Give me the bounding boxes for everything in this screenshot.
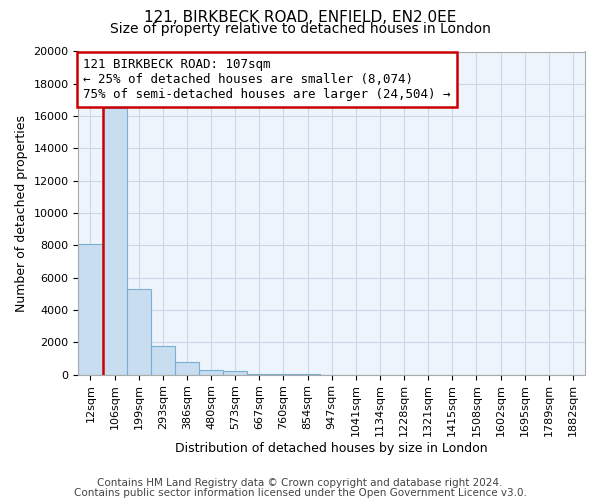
Bar [199, 370, 223, 374]
Text: Size of property relative to detached houses in London: Size of property relative to detached ho… [110, 22, 490, 36]
Bar [103, 108, 127, 374]
Text: Contains public sector information licensed under the Open Government Licence v3: Contains public sector information licen… [74, 488, 526, 498]
Text: 121, BIRKBECK ROAD, ENFIELD, EN2 0EE: 121, BIRKBECK ROAD, ENFIELD, EN2 0EE [144, 10, 456, 25]
Bar [127, 289, 151, 374]
Bar [79, 244, 103, 374]
Text: 121 BIRKBECK ROAD: 107sqm
← 25% of detached houses are smaller (8,074)
75% of se: 121 BIRKBECK ROAD: 107sqm ← 25% of detac… [83, 58, 451, 101]
X-axis label: Distribution of detached houses by size in London: Distribution of detached houses by size … [175, 442, 488, 455]
Y-axis label: Number of detached properties: Number of detached properties [15, 114, 28, 312]
Bar [223, 372, 247, 374]
Bar [175, 362, 199, 374]
Bar [151, 346, 175, 374]
Text: Contains HM Land Registry data © Crown copyright and database right 2024.: Contains HM Land Registry data © Crown c… [97, 478, 503, 488]
